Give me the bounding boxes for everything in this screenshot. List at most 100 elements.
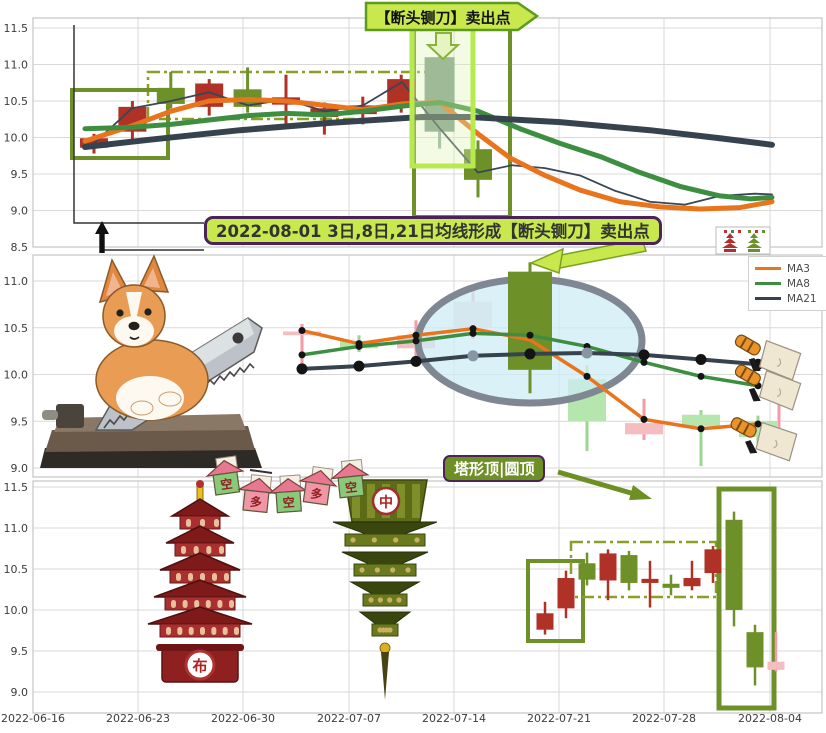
cleaver-icon (734, 334, 802, 381)
cleaver-icon (734, 364, 802, 411)
candle-body-08-03 (767, 661, 785, 670)
y-tick-label: 10.0 (4, 132, 29, 145)
candle-body-07-25 (620, 555, 638, 583)
house-chain-illustration: 空多 空多空 (205, 455, 370, 514)
ma-point-marker (526, 331, 534, 339)
ma-point-marker (695, 354, 707, 366)
breakdown-box (716, 486, 777, 711)
y-tick-label: 11.0 (4, 275, 29, 288)
x-tick-label: 2022-07-28 (632, 712, 696, 725)
x-tick-label: 2022-06-16 (1, 712, 65, 725)
ma-point-marker (640, 358, 648, 366)
y-tick-label: 10.5 (4, 322, 29, 335)
house-character: 空 (282, 494, 295, 510)
y-tick-label: 11.5 (4, 22, 29, 35)
legend-label: MA3 (787, 262, 810, 275)
legend-item-ma3: MA3 (755, 261, 826, 276)
ma21-line (82, 114, 775, 150)
house-icon: 多 (237, 474, 277, 514)
panel-zoom-detail: 11.0 10.5 10.0 9.5 9.0 (4, 238, 823, 478)
candle-body-07-19 (536, 613, 554, 630)
candle-body-08-03 (625, 423, 663, 435)
candle-body-07-29 (704, 549, 722, 574)
y-tick-label: 9.0 (11, 205, 29, 218)
house-character: 空 (344, 479, 358, 495)
house-icon: 空 (205, 455, 245, 496)
ma-point-marker (469, 329, 477, 337)
candle-body-08-02 (746, 632, 764, 668)
ma-point-marker (410, 355, 422, 367)
x-tick-label: 2022-06-30 (211, 712, 275, 725)
y-tick-label: 9.0 (11, 686, 29, 699)
y-tick-label: 10.5 (4, 95, 29, 108)
y-tick-label: 11.0 (4, 522, 29, 535)
guillotine-sell-callout: 【断头铡刀】卖出点 (375, 8, 511, 27)
ma-point-marker (583, 372, 591, 380)
x-tick-label: 2022-07-21 (527, 712, 591, 725)
y-tick-label: 9.5 (11, 415, 29, 428)
ma-point-marker (353, 360, 365, 372)
house-icon: 空 (268, 474, 308, 514)
y-tick-label: 10.0 (4, 604, 29, 617)
y-tick-label: 10.5 (4, 563, 29, 576)
candle-body-07-22 (599, 553, 617, 581)
candle-body-07-27 (662, 583, 680, 588)
house-character: 空 (219, 476, 233, 493)
mini-pagoda-inset (715, 226, 771, 255)
ma3-line-swatch (755, 267, 781, 270)
y-tick-label: 8.5 (11, 241, 29, 254)
ma-point-marker (412, 337, 420, 345)
tower-top-label: 塔形顶|圆顶 (443, 455, 546, 482)
ma-point-marker (697, 372, 705, 380)
ma-point-marker (355, 342, 363, 350)
ma-point-marker (697, 425, 705, 433)
corgi-guillotine-illustration (40, 254, 263, 468)
x-tick-label: 2022-06-23 (106, 712, 170, 725)
close-line (93, 81, 773, 206)
ma3-line (300, 326, 760, 431)
y-tick-label: 9.5 (11, 168, 29, 181)
x-axis: 2022-06-16 2022-06-23 2022-06-30 2022-07-07… (1, 712, 802, 725)
ma8-line (82, 99, 775, 202)
house-character: 多 (310, 486, 324, 503)
ma-point-marker (298, 351, 306, 359)
ma-point-marker (640, 415, 648, 423)
ma-point-marker (754, 420, 762, 428)
house-character: 多 (249, 494, 263, 510)
candle-body-07-28 (683, 578, 701, 587)
house-icon: 空 (330, 458, 370, 499)
pagoda-green-character: 中 (379, 494, 393, 511)
ma-legend: MA3 MA8 MA21 (748, 256, 826, 311)
y-tick-label: 11.0 (4, 59, 29, 72)
candle-body-08-04 (682, 414, 720, 426)
up-arrow-icon (95, 221, 109, 234)
x-tick-label: 2022-07-07 (317, 712, 381, 725)
candle-body-07-26 (641, 578, 659, 583)
legend-item-ma21: MA21 (755, 291, 826, 306)
ma21-line-swatch (755, 297, 781, 300)
panel-overview: 11.5 11.0 10.5 10.0 9.5 9.0 8.5 (4, 1, 823, 254)
sell-callout-shape (364, 1, 540, 32)
ma-point-marker (296, 363, 308, 375)
x-tick-label: 2022-08-04 (738, 712, 802, 725)
legend-label: MA8 (787, 277, 810, 290)
tower-top-arrow (557, 469, 639, 498)
house-icon: 多 (298, 466, 338, 506)
ma-point-marker (412, 331, 420, 339)
y-tick-label: 9.5 (11, 645, 29, 658)
ma-guillotine-annotation: 2022-08-01 3日,8日,21日均线形成【断头铡刀】卖出点 (204, 216, 662, 245)
y-tick-label: 10.0 (4, 369, 29, 382)
ma8-line-swatch (755, 282, 781, 285)
ma-point-marker (298, 327, 306, 335)
down-arrow-icon (425, 32, 461, 61)
legend-label: MA21 (787, 292, 817, 305)
candle-body-07-20 (557, 578, 575, 609)
ma-point-marker (581, 347, 593, 359)
green-inverted-pagoda-illustration: 中 (332, 479, 438, 700)
x-tick-label: 2022-07-14 (422, 712, 486, 725)
ma-point-marker (638, 349, 650, 361)
candle-body-07-21 (578, 563, 596, 580)
y-tick-label: 9.0 (11, 462, 29, 475)
